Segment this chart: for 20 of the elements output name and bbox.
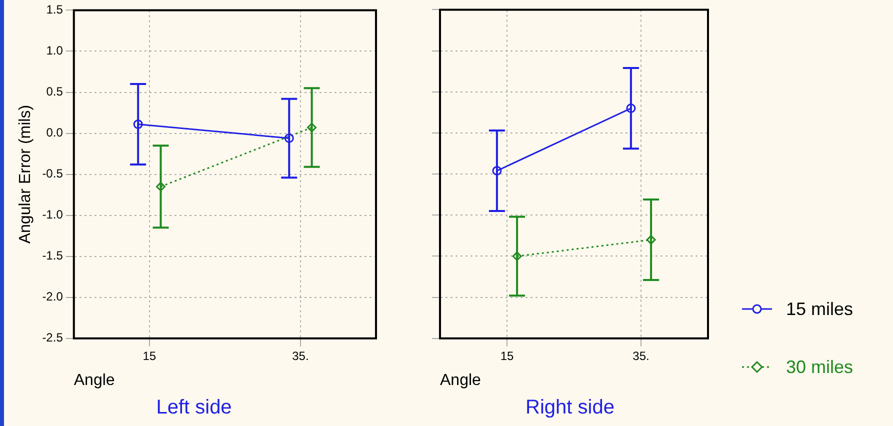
y-tick-label: -0.5 <box>42 166 64 181</box>
y-tick-label: -2.0 <box>42 290 64 304</box>
y-tick-label: 0.5 <box>46 84 64 99</box>
x-axis-title: Angle <box>74 372 115 389</box>
y-tick-label: -1.5 <box>42 248 64 263</box>
x-tick-label: 15 <box>142 348 156 363</box>
legend-label: 30 miles <box>786 356 854 378</box>
y-tick-label: -1.0 <box>42 208 64 222</box>
y-tick-label: 1.0 <box>46 44 64 58</box>
x-axis-title: Angle <box>440 372 482 389</box>
x-tick-label: 35. <box>292 348 309 363</box>
text: Left side <box>156 396 232 419</box>
text: Right side <box>526 396 614 419</box>
legend-label: 15 miles <box>786 298 854 320</box>
y-tick-label: -2.5 <box>42 330 64 345</box>
y-tick-label: 1.5 <box>46 2 64 17</box>
y-axis-title: Angular Error (mils) <box>17 104 34 244</box>
y-tick-label: 0.0 <box>46 126 64 140</box>
x-tick-label: 35. <box>632 348 650 363</box>
x-tick-label: 15 <box>500 348 514 363</box>
